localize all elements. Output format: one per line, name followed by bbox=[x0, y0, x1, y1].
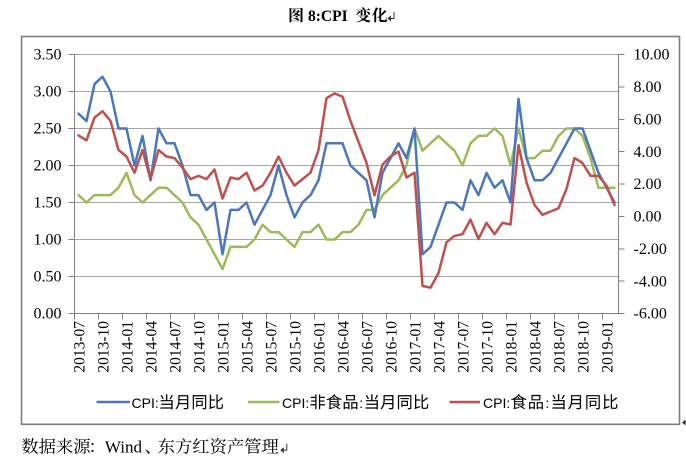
svg-text:2018-07: 2018-07 bbox=[552, 321, 569, 373]
svg-text:2018-01: 2018-01 bbox=[504, 321, 521, 373]
svg-text:4.00: 4.00 bbox=[634, 144, 662, 161]
svg-text:2017-10: 2017-10 bbox=[480, 321, 497, 373]
svg-text::: : bbox=[359, 395, 363, 411]
svg-text:3.50: 3.50 bbox=[34, 47, 62, 64]
svg-text:2016-07: 2016-07 bbox=[360, 321, 377, 373]
svg-text:-2.00: -2.00 bbox=[634, 241, 667, 258]
svg-text:2016-04: 2016-04 bbox=[336, 321, 353, 373]
svg-text:CPI:: CPI: bbox=[483, 395, 510, 411]
svg-text:2015-07: 2015-07 bbox=[264, 321, 281, 373]
svg-text:2017-01: 2017-01 bbox=[408, 321, 425, 373]
svg-text:Wind: Wind bbox=[105, 438, 143, 457]
svg-text::: : bbox=[545, 395, 549, 411]
svg-text:-4.00: -4.00 bbox=[634, 273, 667, 290]
svg-text:8:CPI: 8:CPI bbox=[308, 8, 348, 25]
svg-text:0.50: 0.50 bbox=[34, 269, 62, 286]
svg-text:8.00: 8.00 bbox=[634, 79, 662, 96]
svg-text:-6.00: -6.00 bbox=[634, 306, 667, 323]
svg-text:2018-10: 2018-10 bbox=[576, 321, 593, 373]
svg-text:2014-07: 2014-07 bbox=[168, 321, 185, 373]
svg-text:6.00: 6.00 bbox=[634, 112, 662, 129]
svg-text:2015-10: 2015-10 bbox=[288, 321, 305, 373]
svg-text:2015-04: 2015-04 bbox=[240, 321, 257, 373]
svg-text:2016-10: 2016-10 bbox=[384, 321, 401, 373]
svg-text:2015-01: 2015-01 bbox=[216, 321, 233, 373]
svg-text:2017-04: 2017-04 bbox=[432, 321, 449, 373]
svg-text:2.00: 2.00 bbox=[634, 176, 662, 193]
svg-text:1.50: 1.50 bbox=[34, 195, 62, 212]
svg-text:2014-01: 2014-01 bbox=[120, 321, 137, 373]
svg-text:2.00: 2.00 bbox=[34, 158, 62, 175]
svg-text:3.00: 3.00 bbox=[34, 84, 62, 101]
svg-text:CPI:: CPI: bbox=[282, 395, 309, 411]
svg-text:2014-10: 2014-10 bbox=[192, 321, 209, 373]
svg-text:10.00: 10.00 bbox=[634, 47, 670, 64]
svg-text:1.00: 1.00 bbox=[34, 232, 62, 249]
svg-text:0.00: 0.00 bbox=[634, 209, 662, 226]
svg-text:2018-04: 2018-04 bbox=[528, 321, 545, 373]
svg-text:2014-04: 2014-04 bbox=[144, 321, 161, 373]
svg-text:2016-01: 2016-01 bbox=[312, 321, 329, 373]
svg-text:2.50: 2.50 bbox=[34, 121, 62, 138]
svg-text:CPI:: CPI: bbox=[132, 395, 159, 411]
svg-text:2013-07: 2013-07 bbox=[72, 321, 89, 373]
svg-text:0.00: 0.00 bbox=[34, 306, 62, 323]
svg-text:2017-07: 2017-07 bbox=[456, 321, 473, 373]
svg-text:2013-10: 2013-10 bbox=[96, 321, 113, 373]
svg-text:2019-01: 2019-01 bbox=[600, 321, 617, 373]
